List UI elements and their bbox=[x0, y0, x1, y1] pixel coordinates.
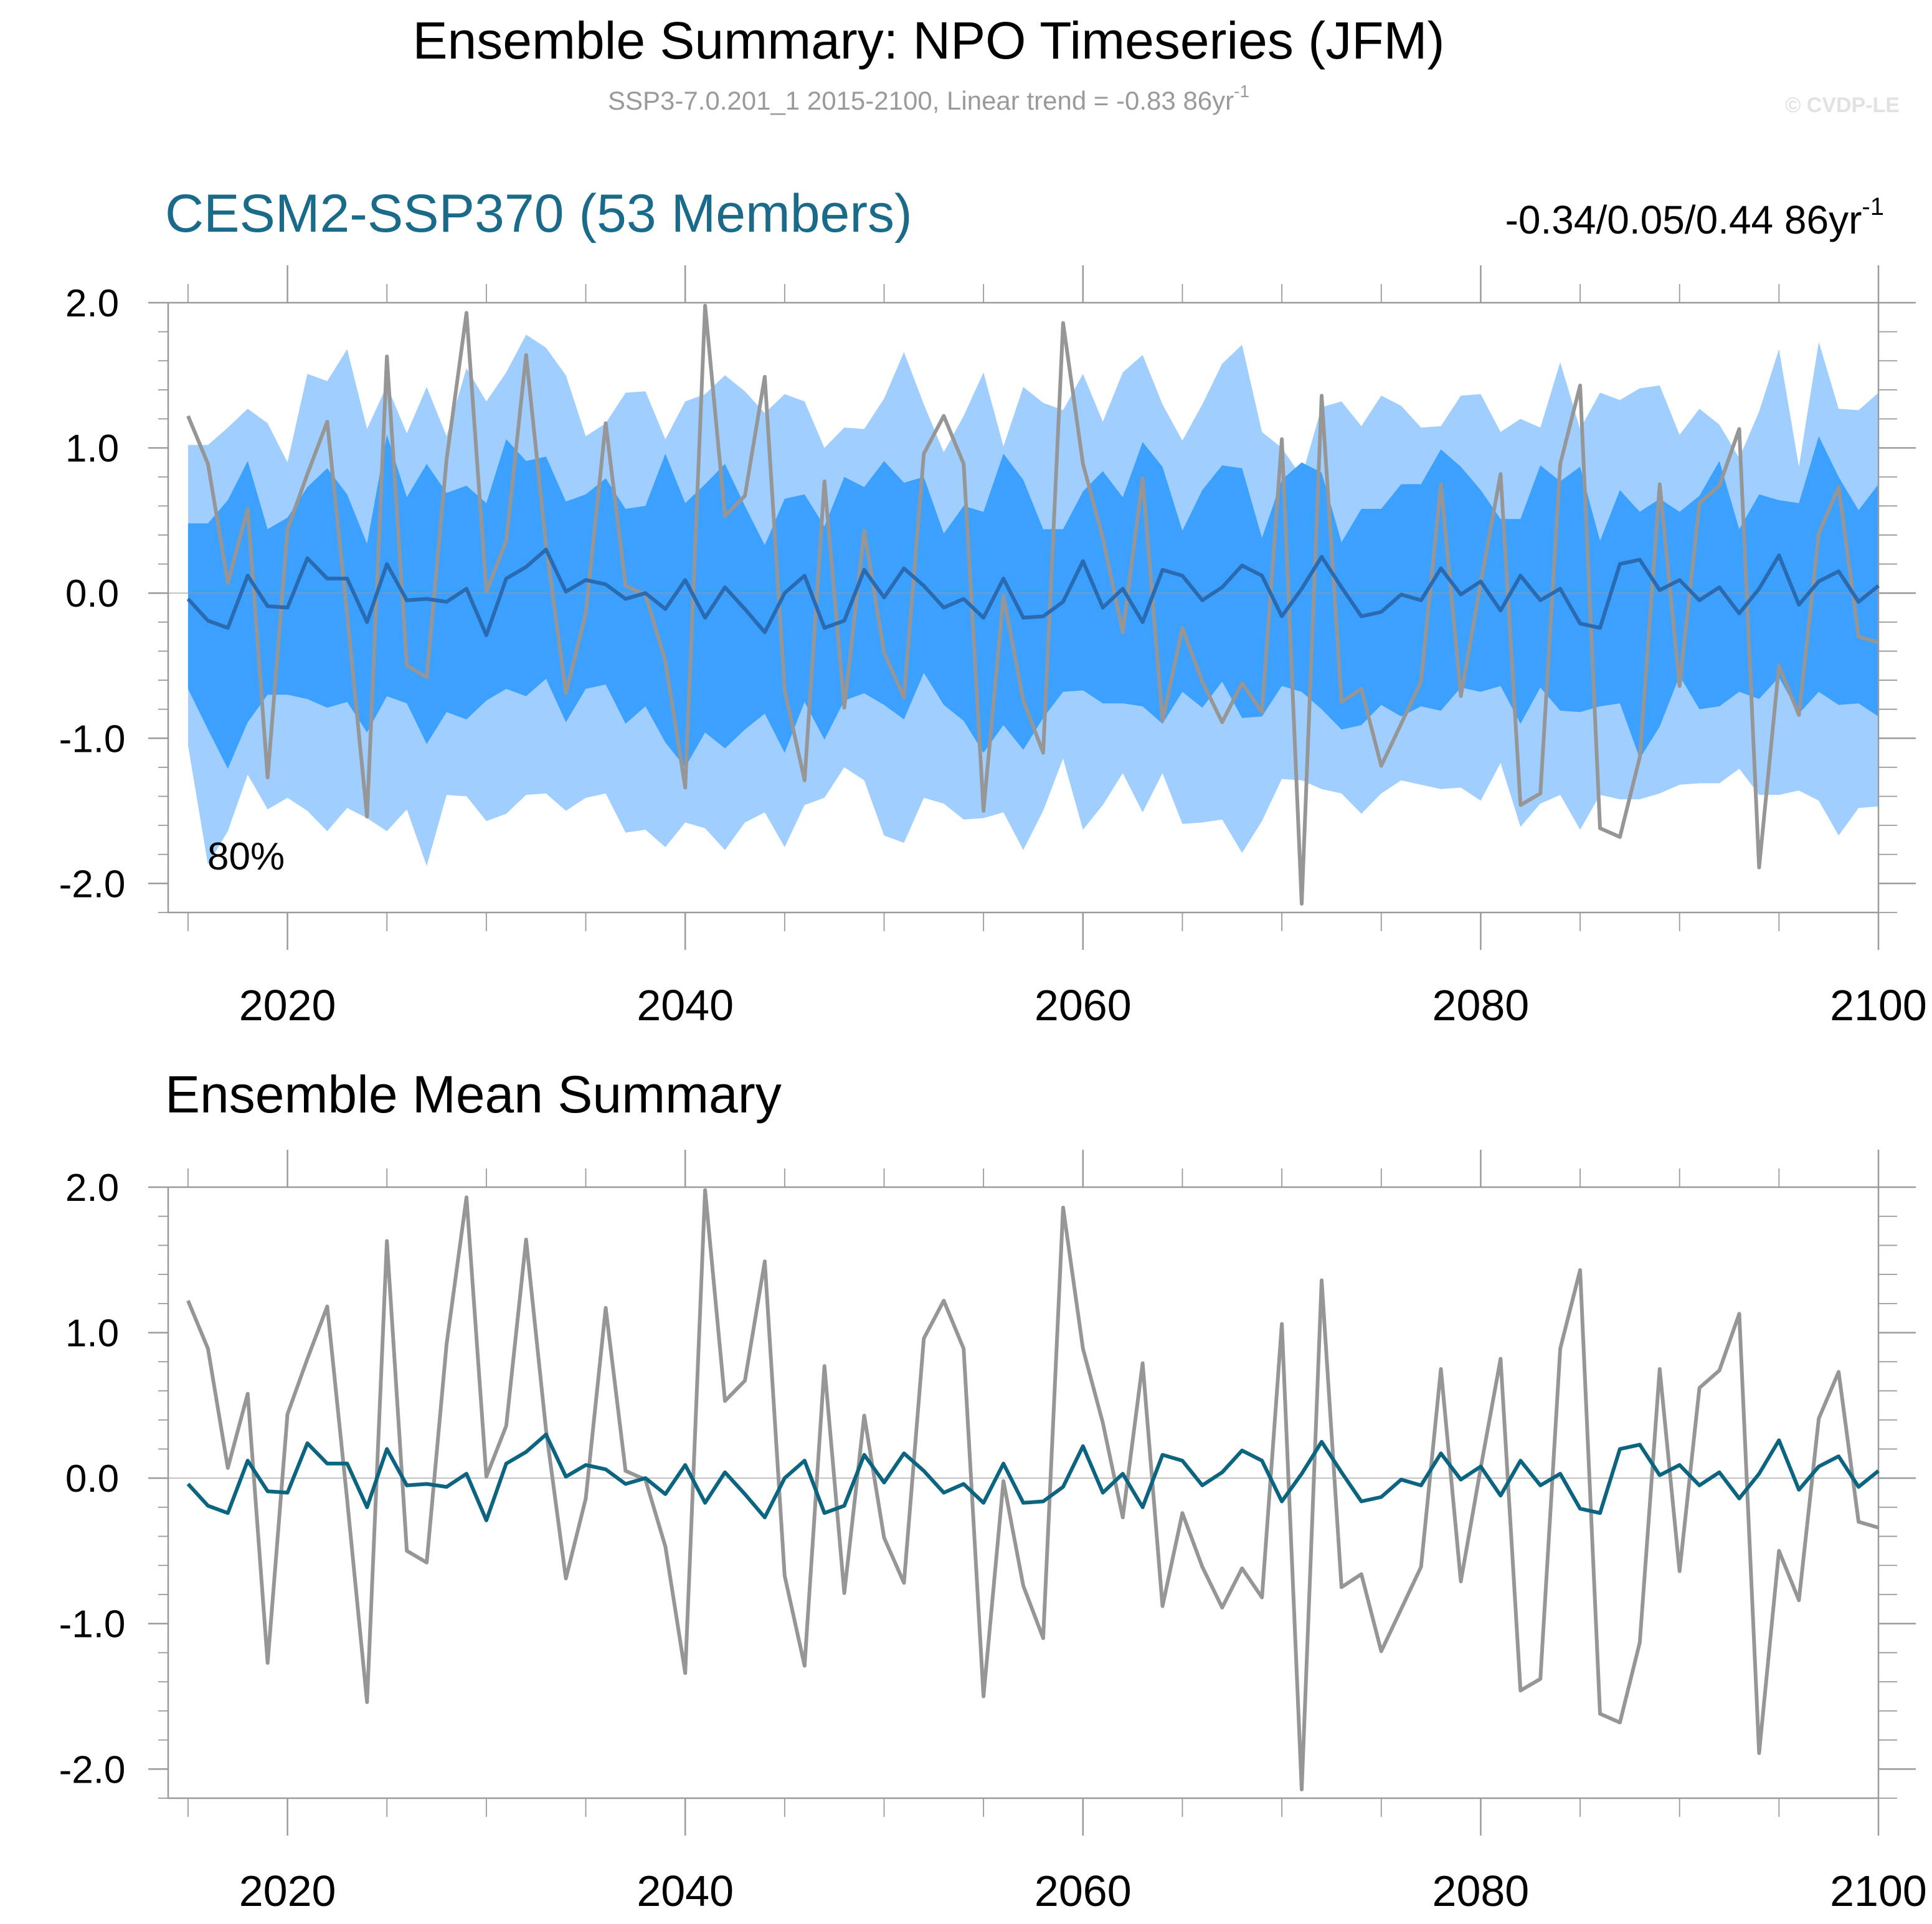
ensemble-mean-line bbox=[186, 547, 1880, 637]
ensemble-mean-line bbox=[186, 1433, 1880, 1522]
watermark: © CVDP-LE bbox=[1785, 93, 1900, 117]
y-tick-label: 0.0 bbox=[65, 572, 119, 615]
x-tick-label: 2080 bbox=[1432, 1867, 1530, 1915]
series-lines-top bbox=[186, 303, 1880, 906]
observation-line bbox=[186, 1188, 1879, 1791]
trend-label-exp: -1 bbox=[1862, 193, 1884, 220]
y-tick-label: -1.0 bbox=[59, 1603, 126, 1646]
series-lines-bottom bbox=[186, 1188, 1880, 1791]
subtitle-main: SSP3-7.0.201_1 2015-2100, Linear trend =… bbox=[608, 86, 1234, 115]
axes-top: 2.0 1.0 0.0 -1.0 -2.0 2020 2040 2060 2080 2100 bbox=[59, 265, 1927, 1030]
y-tick-label: 2.0 bbox=[65, 1167, 119, 1210]
panel-title-bottom: Ensemble Mean Summary bbox=[165, 1065, 782, 1124]
y-tick-label: 1.0 bbox=[65, 1312, 119, 1355]
y-tick-label: 1.0 bbox=[65, 427, 119, 470]
x-tick-label: 2040 bbox=[637, 1867, 734, 1915]
y-tick-label: -2.0 bbox=[59, 1748, 126, 1791]
x-tick-label: 2020 bbox=[239, 1867, 336, 1915]
plot-frame bbox=[167, 301, 1880, 914]
x-tick-label: 2100 bbox=[1830, 981, 1927, 1030]
x-tick-label: 2040 bbox=[637, 981, 734, 1030]
x-tick-label: 2020 bbox=[239, 981, 336, 1030]
y-tick-label: -1.0 bbox=[59, 718, 126, 761]
x-tick-label: 2100 bbox=[1830, 1867, 1927, 1915]
page-title: Ensemble Summary: NPO Timeseries (JFM) bbox=[413, 11, 1445, 70]
y-tick-label: 0.0 bbox=[65, 1457, 119, 1500]
x-tick-label: 2060 bbox=[1035, 981, 1132, 1030]
x-tick-label: 2060 bbox=[1035, 1867, 1132, 1915]
trend-label: -0.34/0.05/0.44 86yr-1 bbox=[1505, 193, 1884, 242]
panel-ensemble-summary: CESM2-SSP370 (53 Members) -0.34/0.05/0.4… bbox=[59, 184, 1927, 1030]
observation-line bbox=[186, 303, 1879, 906]
y-tick-label: -2.0 bbox=[59, 863, 126, 906]
axes-bottom: 2.0 1.0 0.0 -1.0 -2.0 2020 2040 2060 2080 2100 bbox=[59, 1150, 1927, 1915]
panel-title-top: CESM2-SSP370 (53 Members) bbox=[165, 184, 912, 244]
trend-label-main: -0.34/0.05/0.44 86yr bbox=[1505, 197, 1862, 242]
inner-spread-band bbox=[187, 435, 1879, 769]
y-tick-label: 2.0 bbox=[65, 282, 119, 325]
x-tick-label: 2080 bbox=[1432, 981, 1530, 1030]
plot-frame bbox=[167, 1186, 1880, 1799]
page-subtitle: SSP3-7.0.201_1 2015-2100, Linear trend =… bbox=[608, 82, 1249, 115]
band-percent-label: 80% bbox=[207, 835, 285, 878]
panel-ensemble-mean-summary: Ensemble Mean Summary 2.01.00.0-1.0-2.02… bbox=[59, 1065, 1927, 1915]
subtitle-exp: -1 bbox=[1234, 82, 1249, 101]
